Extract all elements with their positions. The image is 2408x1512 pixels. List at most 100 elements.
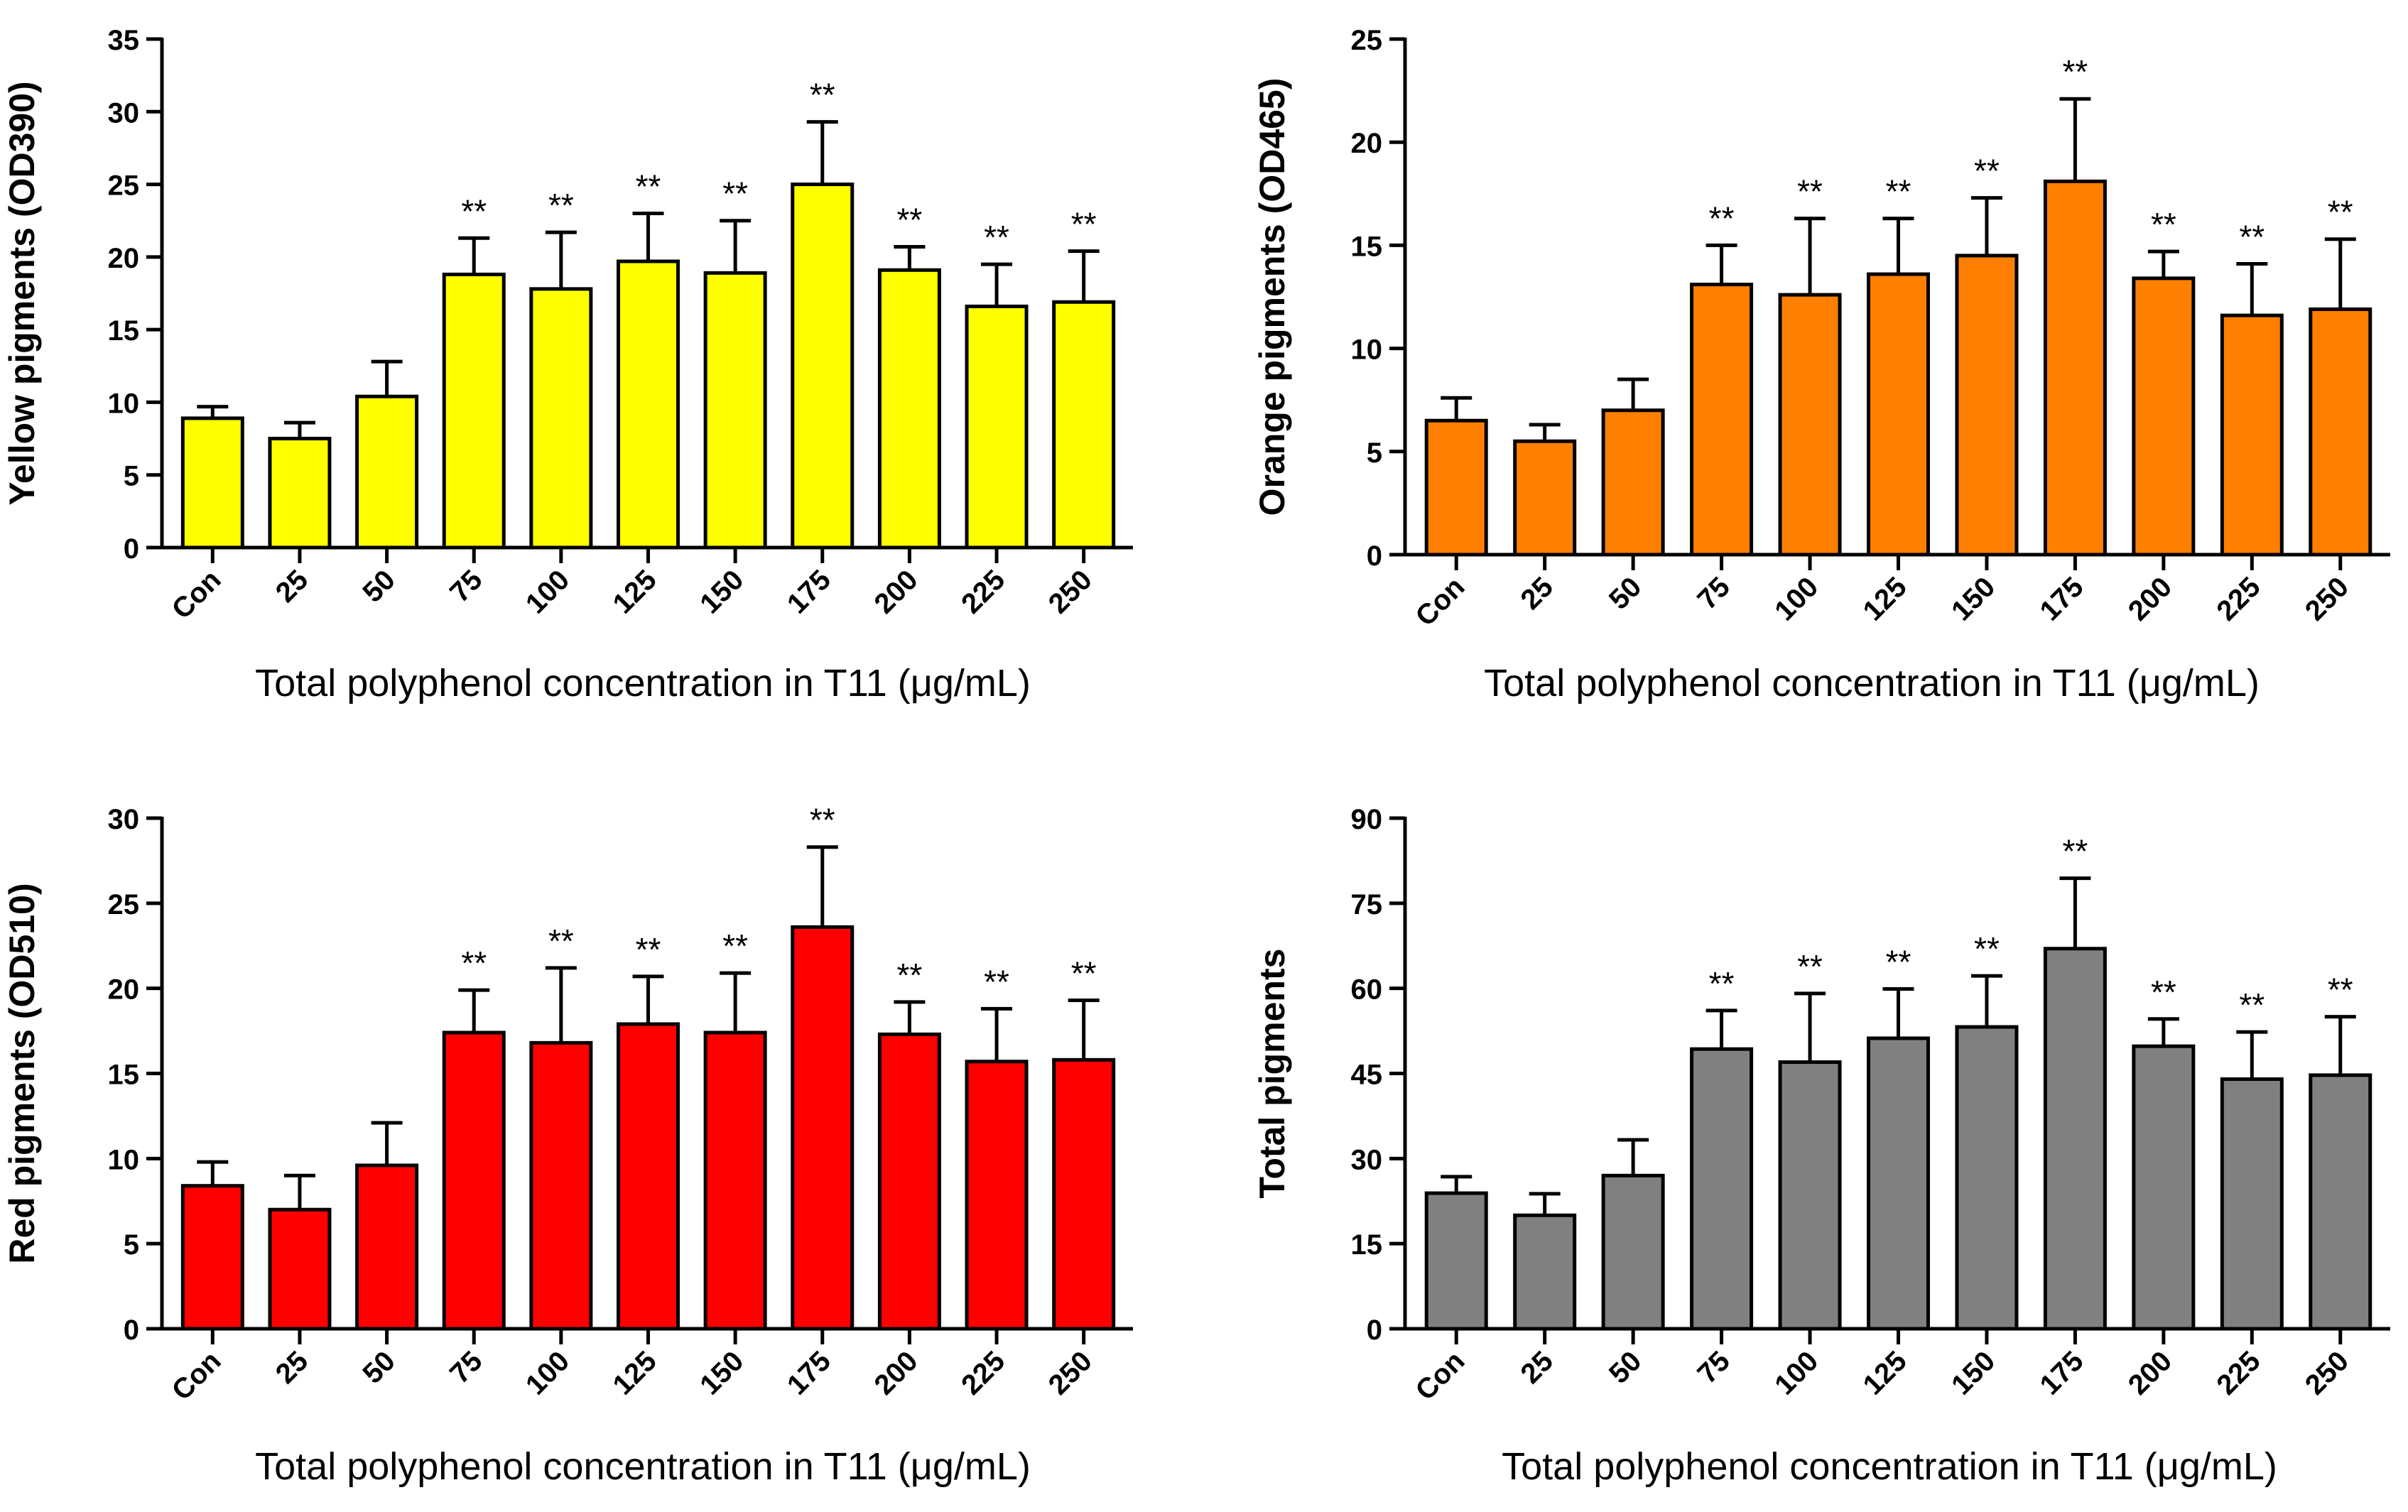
significance-marker: ** [2239, 986, 2265, 1023]
significance-marker: ** [1886, 943, 1911, 980]
significance-marker: ** [722, 928, 748, 964]
significance-marker: ** [722, 175, 748, 212]
x-tick-label: 225 [955, 564, 1011, 619]
significance-marker: ** [1974, 930, 2000, 967]
bar-100 [529, 287, 593, 550]
orange-pigments-chart: ** ** ** ** ** ** ** ** 0 5 10 15 20 25 Con 25 50 75 100 12… [1252, 25, 2390, 705]
x-tick-label: 200 [868, 1345, 923, 1400]
bar-25 [1513, 439, 1577, 557]
x-tick-label: 100 [1769, 1345, 1824, 1400]
bar-175 [791, 925, 855, 1331]
y-tick-label: 30 [108, 804, 140, 835]
significance-marker: ** [1709, 200, 1735, 236]
y-tick-label: 25 [108, 170, 140, 202]
bar-25 [268, 437, 332, 550]
bar-125 [617, 1022, 680, 1331]
bar-50 [1601, 1173, 1665, 1331]
y-tick-label: 15 [1351, 231, 1383, 262]
bar-150 [1955, 254, 2019, 557]
x-tick-label: 75 [444, 1345, 489, 1390]
bar-225 [2220, 1077, 2284, 1331]
significance-marker: ** [548, 923, 574, 959]
significance-marker: ** [897, 957, 923, 994]
bar-225 [965, 304, 1029, 550]
x-tick-label: 75 [1691, 571, 1736, 616]
y-tick-label: 0 [1367, 1315, 1382, 1346]
bar-Con [1424, 1191, 1488, 1331]
significance-marker: ** [1071, 954, 1097, 991]
y-tick-label: 75 [1351, 889, 1383, 920]
y-tick-label: 15 [1351, 1229, 1383, 1261]
red-pigments-chart: ** ** ** ** ** ** ** ** 0 5 10 15 20 25 30 Con 25 50 75 100… [2, 802, 1133, 1488]
yellow-pigments-chart: ** ** ** ** ** ** ** ** 0 5 10 15 20 25 30 35 Con 25 50 75 1… [2, 25, 1133, 705]
x-tick-label: 125 [1857, 1345, 1913, 1400]
y-tick-label: 60 [1351, 974, 1383, 1006]
bar-125 [1867, 1036, 1930, 1331]
bar-25 [1513, 1213, 1577, 1331]
bar-200 [877, 1032, 941, 1331]
x-tick-label: 50 [1603, 571, 1648, 616]
x-axis-title: Total polyphenol concentration in T11 (μ… [255, 662, 1031, 705]
bar-175 [2043, 179, 2107, 557]
bar-225 [965, 1060, 1029, 1331]
x-tick-label: 175 [781, 564, 837, 619]
x-tick-label: 25 [1514, 571, 1559, 616]
x-tick-label: 25 [270, 1345, 315, 1390]
y-tick-label: 10 [108, 1144, 140, 1175]
bar-Con [180, 416, 244, 550]
bar-150 [1955, 1025, 2019, 1331]
y-tick-label: 0 [124, 533, 139, 565]
x-tick-label: 50 [1603, 1345, 1648, 1390]
x-tick-label: Con [1409, 571, 1470, 632]
significance-marker: ** [461, 192, 487, 229]
total-pigments-chart: ** ** ** ** ** ** ** ** 0 15 30 45 60 75 90 Con 25 50 75 10… [1252, 804, 2390, 1488]
x-tick-label: 25 [1514, 1345, 1559, 1390]
bar-200 [877, 268, 941, 550]
bar-225 [2220, 313, 2284, 557]
x-tick-label: 75 [444, 564, 489, 609]
x-tick-label: 250 [1043, 1345, 1098, 1400]
y-tick-label: 0 [124, 1315, 139, 1346]
x-tick-label: 200 [2122, 1345, 2178, 1400]
bar-75 [1690, 283, 1754, 557]
x-tick-label: 200 [868, 564, 923, 619]
y-tick-label: 30 [1351, 1144, 1383, 1175]
significance-marker: ** [461, 945, 487, 981]
y-tick-label: 15 [108, 315, 140, 347]
x-tick-label: 150 [694, 564, 749, 619]
x-axis-title: Total polyphenol concentration in T11 (μ… [1484, 662, 2260, 705]
y-tick-label: 25 [1351, 25, 1383, 56]
x-tick-label: 125 [607, 1345, 663, 1400]
y-tick-label: 0 [1367, 540, 1382, 572]
significance-marker: ** [984, 219, 1009, 256]
bar-50 [1601, 408, 1665, 557]
bar-175 [791, 183, 855, 550]
significance-marker: ** [1797, 948, 1823, 985]
y-tick-label: 10 [1351, 335, 1383, 366]
bar-250 [1052, 1057, 1116, 1331]
bar-25 [268, 1207, 332, 1331]
x-tick-label: 250 [1043, 564, 1098, 619]
significance-marker: ** [810, 802, 835, 839]
y-tick-label: 10 [108, 388, 140, 419]
significance-marker: ** [2151, 974, 2176, 1011]
x-axis-title: Total polyphenol concentration in T11 (μ… [1502, 1445, 2277, 1488]
y-tick-label: 5 [124, 461, 139, 492]
bar-200 [2132, 276, 2196, 557]
bar-250 [2309, 307, 2372, 557]
x-tick-label: 125 [607, 564, 663, 619]
bar-75 [442, 1030, 506, 1331]
bar-75 [1690, 1047, 1754, 1331]
y-axis-title: Red pigments (OD510) [2, 883, 42, 1263]
y-tick-label: 25 [108, 889, 140, 920]
bar-125 [617, 259, 680, 550]
bar-250 [2309, 1073, 2372, 1331]
bar-100 [529, 1040, 593, 1331]
significance-marker: ** [2328, 972, 2353, 1008]
bar-100 [1778, 1060, 1842, 1331]
y-tick-label: 35 [108, 25, 140, 56]
significance-marker: ** [2328, 194, 2353, 231]
bar-50 [355, 394, 419, 550]
significance-marker: ** [1974, 153, 2000, 190]
